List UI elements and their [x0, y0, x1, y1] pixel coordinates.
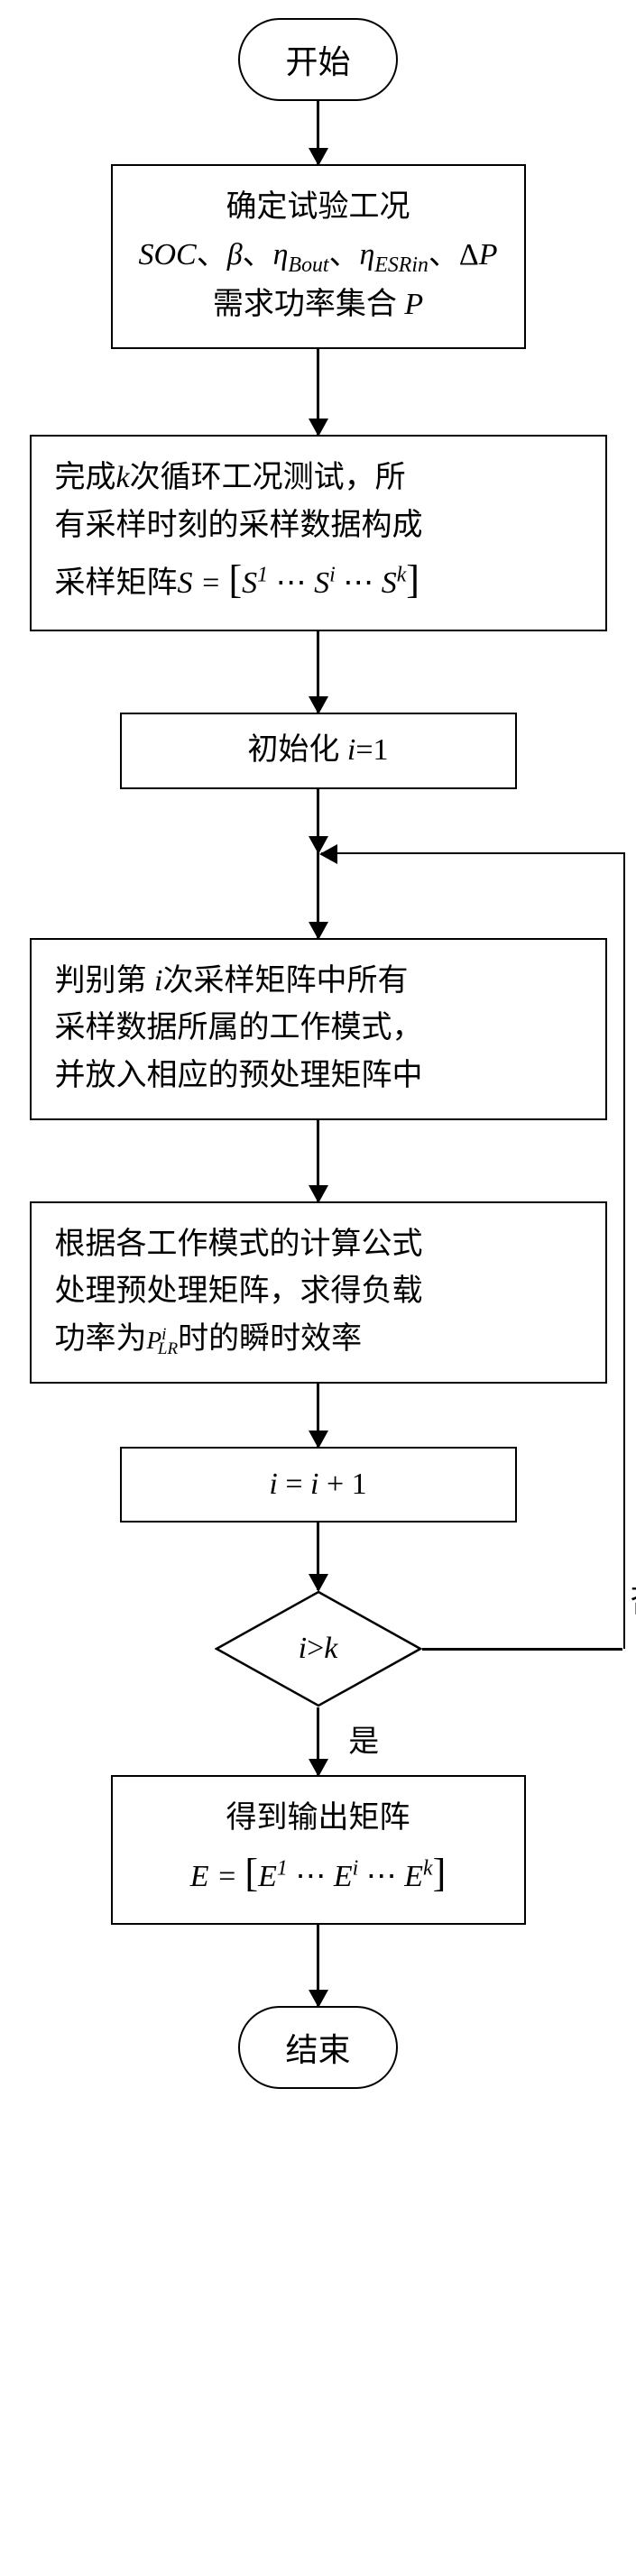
sym-delta-p: ΔP: [459, 238, 498, 271]
Si: S: [314, 566, 329, 600]
i: i: [299, 1632, 307, 1666]
s1: 1: [257, 564, 268, 587]
t: 完成: [55, 461, 116, 494]
r: =1: [355, 733, 388, 767]
sym-PLRi: PiLR: [147, 1327, 179, 1354]
i: i: [347, 733, 355, 767]
t: 采样矩阵: [55, 566, 178, 600]
eta-esrin-sub: ESRin: [374, 253, 428, 276]
d: ⋯: [276, 566, 307, 600]
arrow: [317, 1384, 319, 1447]
step2-line2: 有采样时刻的采样数据构成: [55, 502, 582, 550]
arrow: [317, 1925, 319, 2006]
i: i: [269, 1467, 277, 1501]
step-output-matrix: 得到输出矩阵 E = [E1 ⋯ Ei ⋯ Ek]: [111, 1775, 526, 1924]
d: ⋯: [295, 1860, 326, 1893]
s1: 1: [277, 1857, 288, 1881]
loop-back-edge: [321, 852, 626, 1650]
sym-soc: SOC: [138, 238, 196, 271]
step1-line3-text: 需求功率集合: [213, 288, 405, 321]
eq-i1: i=1: [347, 733, 389, 767]
d: ⋯: [366, 1860, 397, 1893]
eq-S: S = [S1 ⋯ Si ⋯ Sk]: [178, 566, 419, 600]
sym-k: k: [116, 461, 130, 494]
t: 次循环工况测试，所: [130, 461, 406, 494]
Sk: S: [382, 566, 397, 600]
t: 初始化: [247, 733, 347, 767]
arrow: [317, 349, 319, 435]
t: 判别第: [55, 964, 155, 998]
terminal-end: 结束: [238, 2006, 397, 2089]
step7-l1: 得到输出矩阵: [129, 1795, 508, 1843]
sk: k: [397, 564, 407, 587]
sym-p: P: [404, 288, 423, 321]
E1: E: [258, 1860, 277, 1893]
Ei: E: [334, 1860, 353, 1893]
eta-char: η: [273, 238, 289, 271]
step1-line3: 需求功率集合 P: [129, 281, 508, 329]
arrow: [317, 631, 319, 713]
step2-line1: 完成k次循环工况测试，所: [55, 455, 582, 502]
loop-exit-segment: [422, 1648, 623, 1651]
step1-line1: 确定试验工况: [129, 184, 508, 232]
label-yes: 是: [348, 1716, 379, 1761]
S: S: [178, 566, 193, 600]
eq: =: [278, 1467, 310, 1501]
step1-symbols: SOC、β、ηBout、ηESRin、ΔP: [129, 232, 508, 282]
d: ⋯: [343, 566, 373, 600]
Ek: E: [404, 1860, 423, 1893]
step-k-cycle-test: 完成k次循环工况测试，所 有采样时刻的采样数据构成 采样矩阵S = [S1 ⋯ …: [30, 435, 607, 631]
eta-char2: η: [359, 238, 374, 271]
sym-eta-esrin: ηESRin: [359, 238, 428, 271]
arrow: [317, 1707, 319, 1775]
step2-line3: 采样矩阵S = [S1 ⋯ Si ⋯ Sk]: [55, 549, 582, 612]
slr: LR: [158, 1339, 178, 1358]
arrow: [317, 789, 319, 852]
E: E: [190, 1860, 209, 1893]
eta-bout-sub: Bout: [289, 253, 329, 276]
S1: S: [242, 566, 257, 600]
sk: k: [423, 1857, 433, 1881]
si: i: [353, 1857, 359, 1881]
step-define-conditions: 确定试验工况 SOC、β、ηBout、ηESRin、ΔP 需求功率集合 P: [111, 164, 526, 349]
arrow: [317, 1120, 319, 1201]
si: i: [329, 564, 336, 587]
t: 功率为: [55, 1322, 147, 1356]
sym-beta: β: [227, 238, 243, 271]
label-no: 否: [631, 1577, 636, 1621]
step-init-i: 初始化 i=1: [120, 713, 517, 789]
arrow-merge: [317, 852, 319, 938]
eq-E: E = [E1 ⋯ Ei ⋯ Ek]: [129, 1843, 508, 1905]
arrow: [317, 1523, 319, 1590]
arrow: [317, 101, 319, 164]
terminal-start: 开始: [238, 18, 397, 101]
sym-eta-bout: ηBout: [273, 238, 329, 271]
